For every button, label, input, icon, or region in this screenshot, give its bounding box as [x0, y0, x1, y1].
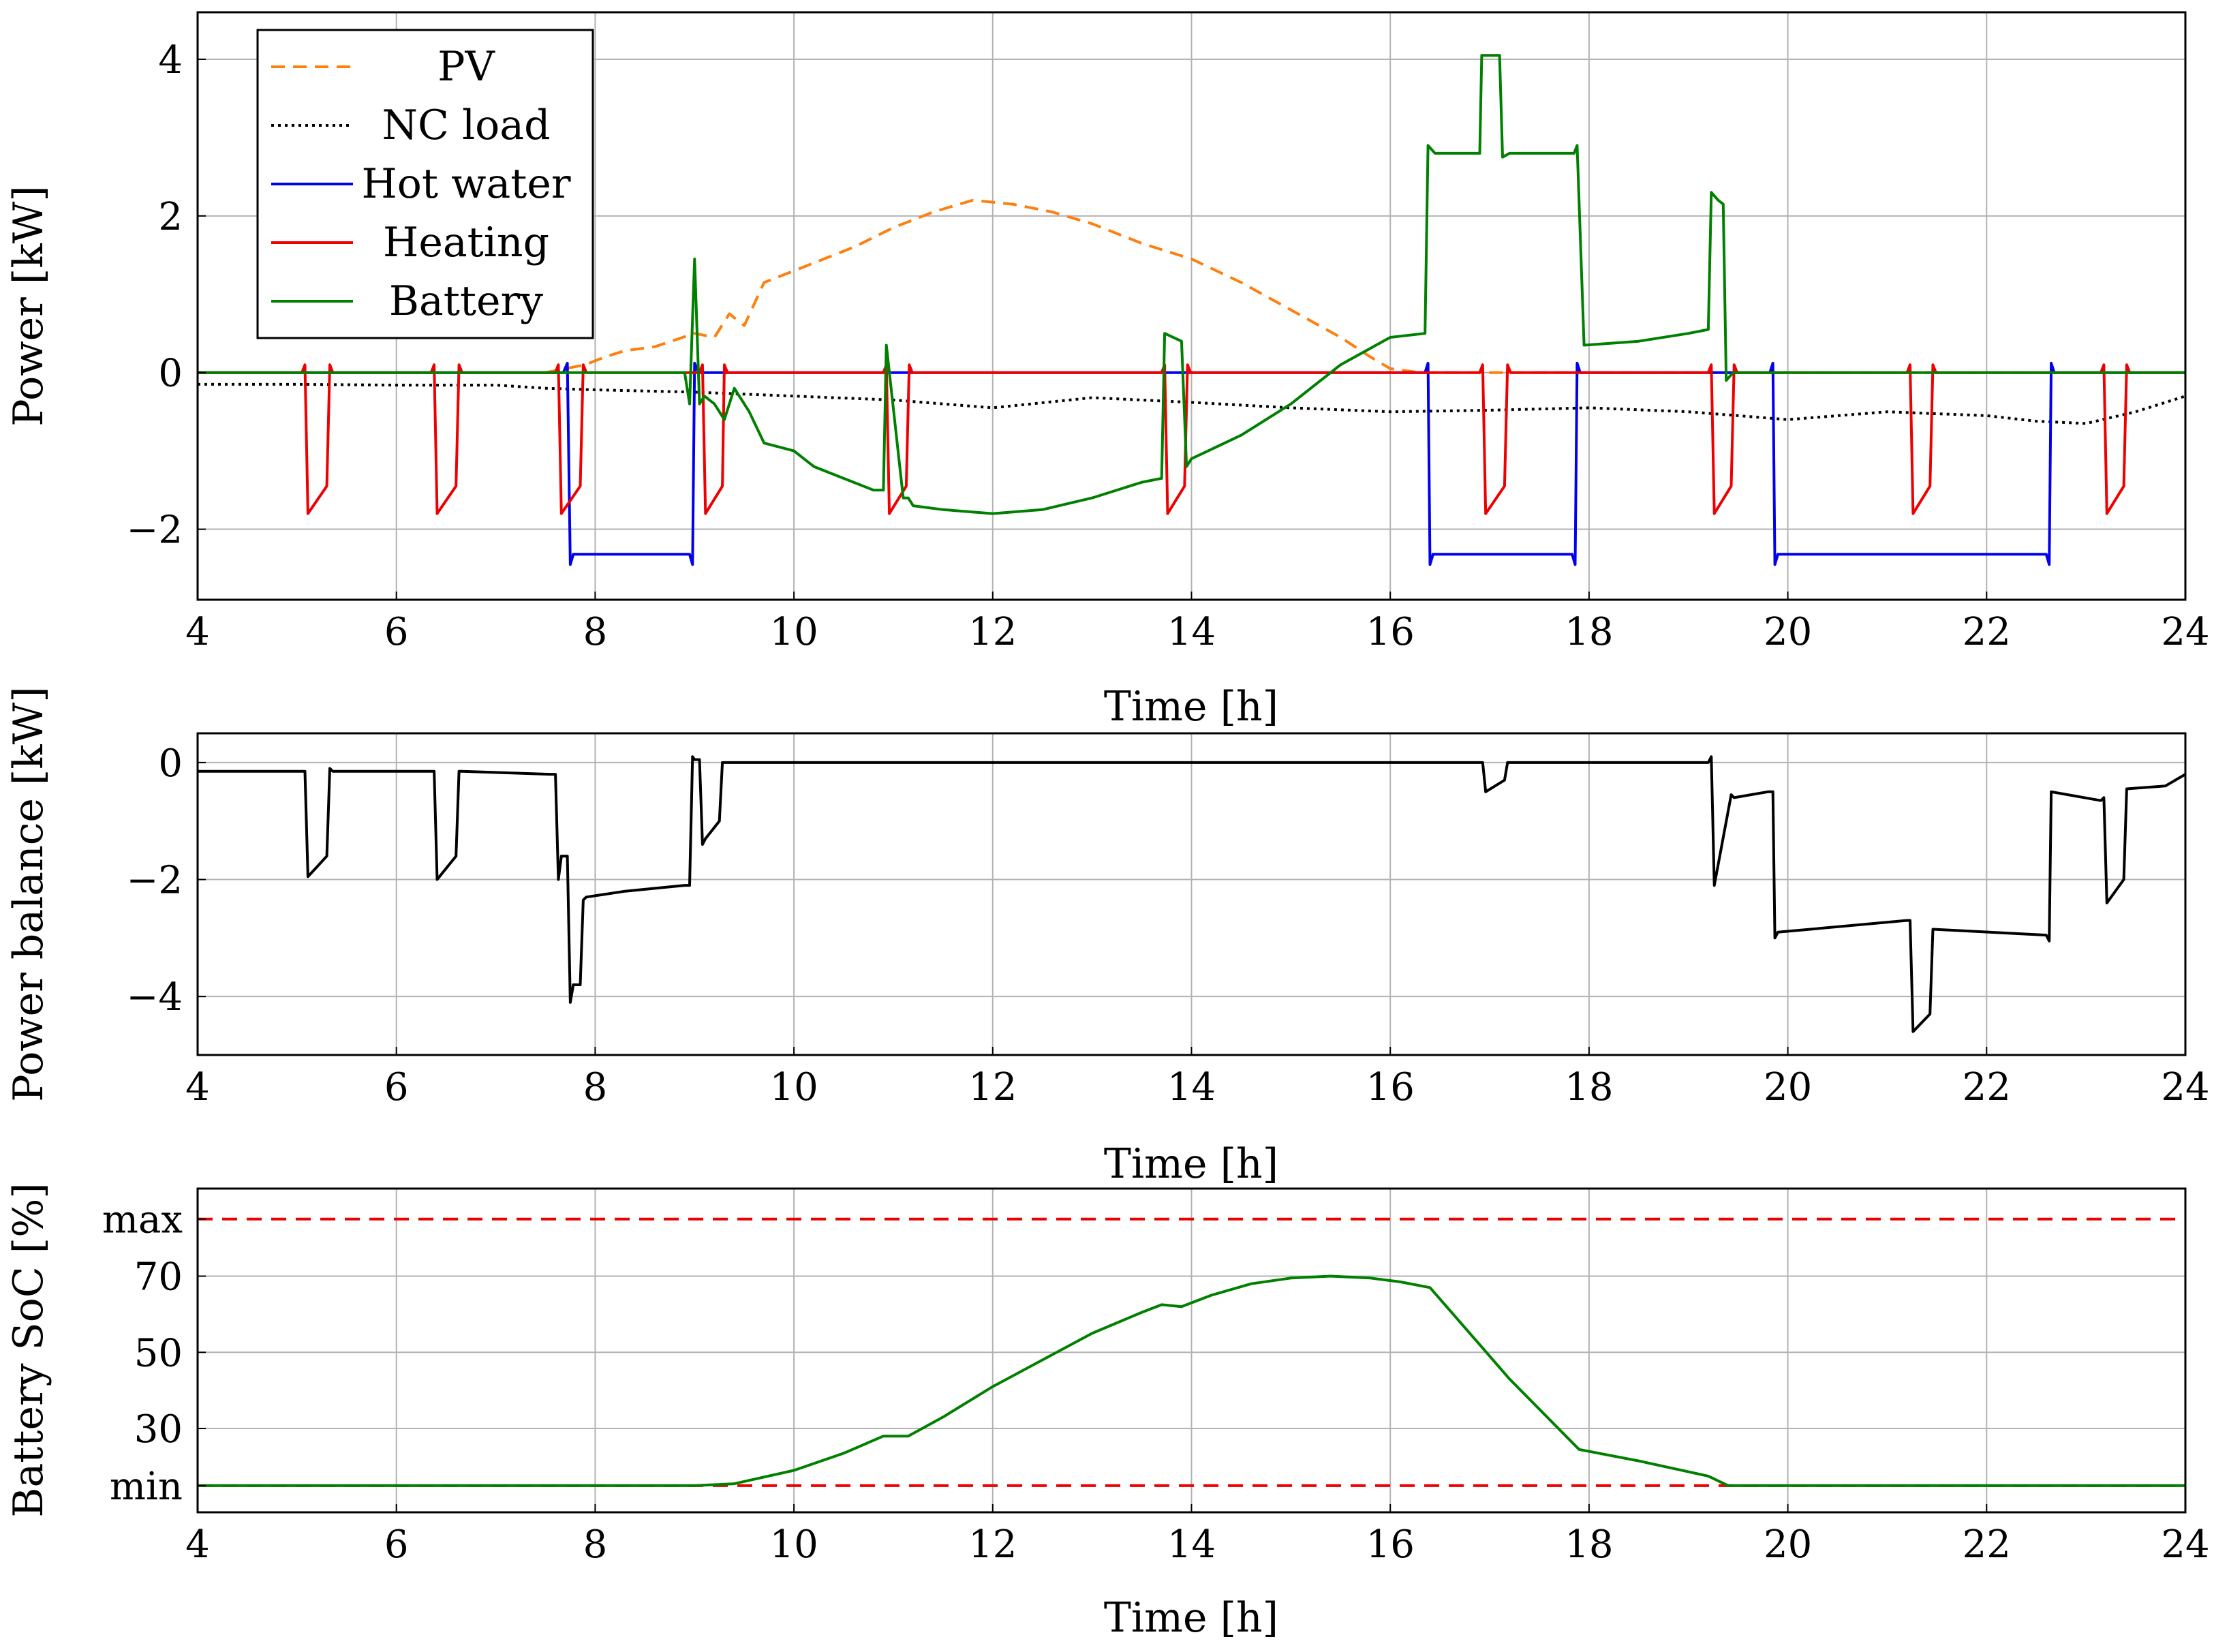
legend-label-hot-water: Hot water [361, 160, 570, 208]
panel-soc-y-label: Battery SoC [%] [5, 1182, 52, 1517]
series-line-power-nc-load [198, 382, 2186, 425]
legend-box [256, 29, 594, 339]
panel-power-y-label: Power [kW] [5, 185, 52, 427]
x-tick-label-soc-24: 24 [2161, 1523, 2209, 1567]
x-tick-label-power-10: 10 [769, 610, 818, 654]
x-tick-label-balance-12: 12 [968, 1065, 1017, 1110]
x-tick-label-balance-22: 22 [1963, 1065, 2011, 1110]
x-tick-label-power-6: 6 [384, 610, 409, 654]
panel-balance-x-label: Time [h] [1104, 1140, 1278, 1188]
x-tick-label-soc-16: 16 [1366, 1523, 1415, 1567]
x-tick-label-soc-14: 14 [1167, 1523, 1216, 1567]
panel-balance: 4 6 8 10 12 14 16 18 20 22 24 −4 −2 0 Time [h] Power… [5, 686, 2210, 1188]
x-tick-label-balance-4: 4 [185, 1065, 210, 1110]
y-tick-label-soc-50: 50 [134, 1331, 183, 1375]
x-tick-label-power-18: 18 [1565, 610, 1613, 654]
panel-power-series [198, 54, 2186, 566]
panel-balance-series [198, 755, 2187, 1033]
panel-soc-y-ticks: min 30 50 70 max [102, 1198, 206, 1509]
series-line-power-heating [198, 363, 2185, 515]
x-tick-label-power-4: 4 [185, 610, 210, 654]
panel-soc-series [198, 1274, 2185, 1487]
legend-item-battery: Battery [271, 277, 543, 325]
x-tick-label-balance-16: 16 [1366, 1065, 1415, 1110]
panel-soc-grid [197, 1189, 2186, 1512]
panel-soc-x-label: Time [h] [1104, 1594, 1278, 1642]
y-tick-label-balance-4: −4 [126, 975, 183, 1020]
legend-item-pv: PV [271, 43, 496, 91]
x-tick-label-balance-24: 24 [2161, 1065, 2209, 1110]
legend-label-nc-load: NC load [382, 102, 551, 149]
series-line-power-pv [198, 198, 2185, 374]
y-tick-label-balance-2: −2 [126, 859, 183, 903]
x-tick-label-soc-22: 22 [1963, 1523, 2011, 1567]
x-tick-label-soc-10: 10 [769, 1523, 818, 1567]
x-tick-label-balance-6: 6 [384, 1065, 409, 1110]
y-tick-label-power-0: 0 [158, 352, 183, 396]
x-tick-label-soc-20: 20 [1764, 1523, 1812, 1567]
x-tick-label-power-22: 22 [1963, 610, 2011, 654]
x-tick-label-power-24: 24 [2161, 610, 2209, 654]
y-tick-label-soc-30: 30 [134, 1407, 183, 1452]
x-tick-label-balance-8: 8 [583, 1065, 608, 1110]
panel-balance-y-ticks: −4 −2 0 [126, 741, 206, 1020]
y-tick-label-soc-max: max [102, 1198, 183, 1242]
x-tick-label-soc-6: 6 [384, 1523, 409, 1567]
x-tick-label-balance-18: 18 [1565, 1065, 1613, 1110]
legend: PV NC load Hot water Heating Battery [256, 29, 594, 339]
x-tick-label-power-14: 14 [1167, 610, 1216, 654]
x-tick-label-power-8: 8 [583, 610, 608, 654]
legend-label-pv: PV [437, 43, 495, 91]
panel-power-x-label: Time [h] [1104, 683, 1278, 731]
x-tick-label-soc-18: 18 [1565, 1523, 1613, 1567]
x-tick-label-power-12: 12 [968, 610, 1017, 654]
legend-item-hot-water: Hot water [271, 160, 571, 208]
x-tick-label-balance-14: 14 [1167, 1065, 1216, 1110]
x-tick-label-power-20: 20 [1764, 610, 1812, 654]
x-tick-label-soc-8: 8 [583, 1523, 608, 1567]
y-tick-label-soc-min: min [110, 1465, 183, 1509]
series-line-power-hot-water [198, 361, 2185, 566]
legend-item-heating: Heating [271, 219, 549, 266]
x-tick-label-balance-20: 20 [1764, 1065, 1812, 1110]
series-line-soc-battery-soc [198, 1274, 2185, 1487]
series-line-balance-power-balance [198, 755, 2187, 1033]
x-tick-label-balance-10: 10 [769, 1065, 818, 1110]
panel-balance-grid [197, 733, 2186, 1055]
y-tick-label-power-2: −2 [126, 508, 183, 553]
panel-soc-x-ticks: 4 6 8 10 12 14 16 18 20 22 24 [185, 1504, 2210, 1567]
panel-balance-y-label: Power balance [kW] [5, 686, 52, 1102]
x-tick-label-power-16: 16 [1366, 610, 1415, 654]
y-tick-label-power-4: 4 [158, 38, 183, 82]
y-tick-label-power-2: 2 [158, 195, 183, 239]
series-line-power-battery [198, 54, 2185, 515]
x-tick-label-soc-4: 4 [185, 1523, 210, 1567]
legend-label-heating: Heating [383, 219, 549, 266]
x-tick-label-soc-12: 12 [968, 1523, 1017, 1567]
legend-label-battery: Battery [389, 277, 543, 325]
legend-item-nc-load: NC load [271, 102, 550, 149]
panel-power-y-ticks: −2 0 2 4 [126, 38, 206, 553]
panel-power-x-ticks: 4 6 8 10 12 14 16 18 20 22 24 [185, 592, 2210, 654]
y-tick-label-soc-70: 70 [134, 1255, 183, 1300]
panel-soc: 4 6 8 10 12 14 16 18 20 22 24 min 30 50 70 max Time [h… [5, 1182, 2210, 1642]
y-tick-label-balance-0: 0 [158, 741, 183, 786]
panel-balance-x-ticks: 4 6 8 10 12 14 16 18 20 22 24 [185, 1047, 2210, 1110]
